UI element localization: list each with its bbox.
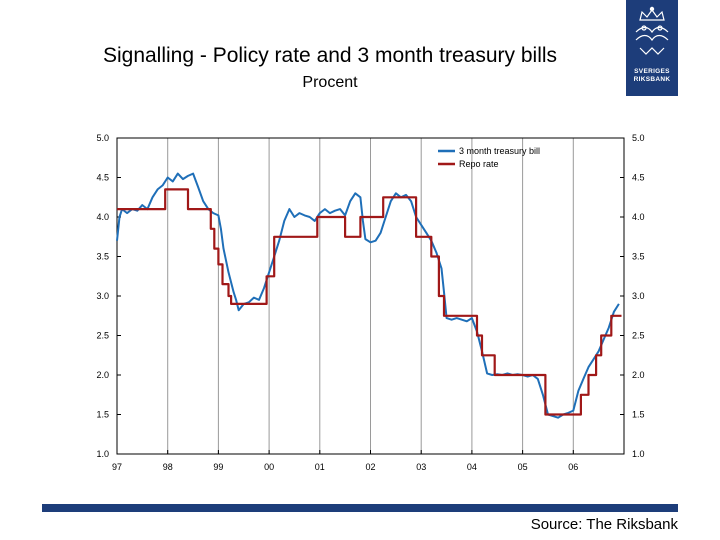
footer-bar <box>42 504 678 512</box>
ytick-label-right: 3.5 <box>632 252 645 262</box>
ytick-label-right: 4.0 <box>632 212 645 222</box>
series-line-tbill <box>116 172 620 419</box>
ytick-label-right: 3.0 <box>632 291 645 301</box>
ytick-label-right: 5.0 <box>632 133 645 143</box>
x-axis: 97 98 99 00 01 02 03 04 05 06 <box>112 450 578 472</box>
xtick-label-01: 01 <box>315 462 325 472</box>
ytick-label-right: 1.0 <box>632 449 645 459</box>
legend-label: 3 month treasury bill <box>459 146 540 156</box>
ytick-label-right: 2.5 <box>632 331 645 341</box>
ytick-label-left: 5.0 <box>96 133 109 143</box>
xtick-label-98: 98 <box>163 462 173 472</box>
y-axis-left: 5.0 4.5 4.0 3.5 3.0 2.5 2.0 1.5 1.0 <box>96 133 121 459</box>
logo-line-2: RIKSBANK <box>633 76 671 83</box>
ytick-label-right: 4.5 <box>632 173 645 183</box>
ytick-label-left: 4.0 <box>96 212 109 222</box>
xtick-label-97: 97 <box>112 462 122 472</box>
series-lines <box>116 172 622 419</box>
xtick-label-04: 04 <box>467 462 477 472</box>
xtick-label-05: 05 <box>518 462 528 472</box>
xtick-label-06: 06 <box>568 462 578 472</box>
ytick-label-left: 1.5 <box>96 410 109 420</box>
riksbank-logo: SVERIGES RIKSBANK <box>626 0 678 96</box>
chart-title: Signalling - Policy rate and 3 month tre… <box>102 44 558 67</box>
xtick-label-99: 99 <box>213 462 223 472</box>
xtick-label-02: 02 <box>365 462 375 472</box>
chart-subtitle: Procent <box>302 74 358 91</box>
ytick-label-right: 2.0 <box>632 370 645 380</box>
logo-line-1: SVERIGES <box>634 68 670 75</box>
gridlines <box>167 138 574 454</box>
ytick-label-left: 2.5 <box>96 331 109 341</box>
legend: 3 month treasury bill Repo rate <box>438 146 540 169</box>
xtick-label-00: 00 <box>264 462 274 472</box>
ytick-label-left: 4.5 <box>96 173 109 183</box>
series-line-repo <box>117 188 622 416</box>
source-note: Source: The Riksbank <box>530 516 678 533</box>
crown-emblem-icon <box>635 6 669 55</box>
ytick-label-left: 1.0 <box>96 449 109 459</box>
legend-label: Repo rate <box>459 159 499 169</box>
ytick-label-right: 1.5 <box>632 410 645 420</box>
xtick-label-03: 03 <box>416 462 426 472</box>
y-axis-right: 5.0 4.5 4.0 3.5 3.0 2.5 2.0 1.5 1.0 <box>620 133 645 459</box>
ytick-label-left: 3.5 <box>96 252 109 262</box>
ytick-label-left: 2.0 <box>96 370 109 380</box>
ytick-label-left: 3.0 <box>96 291 109 301</box>
